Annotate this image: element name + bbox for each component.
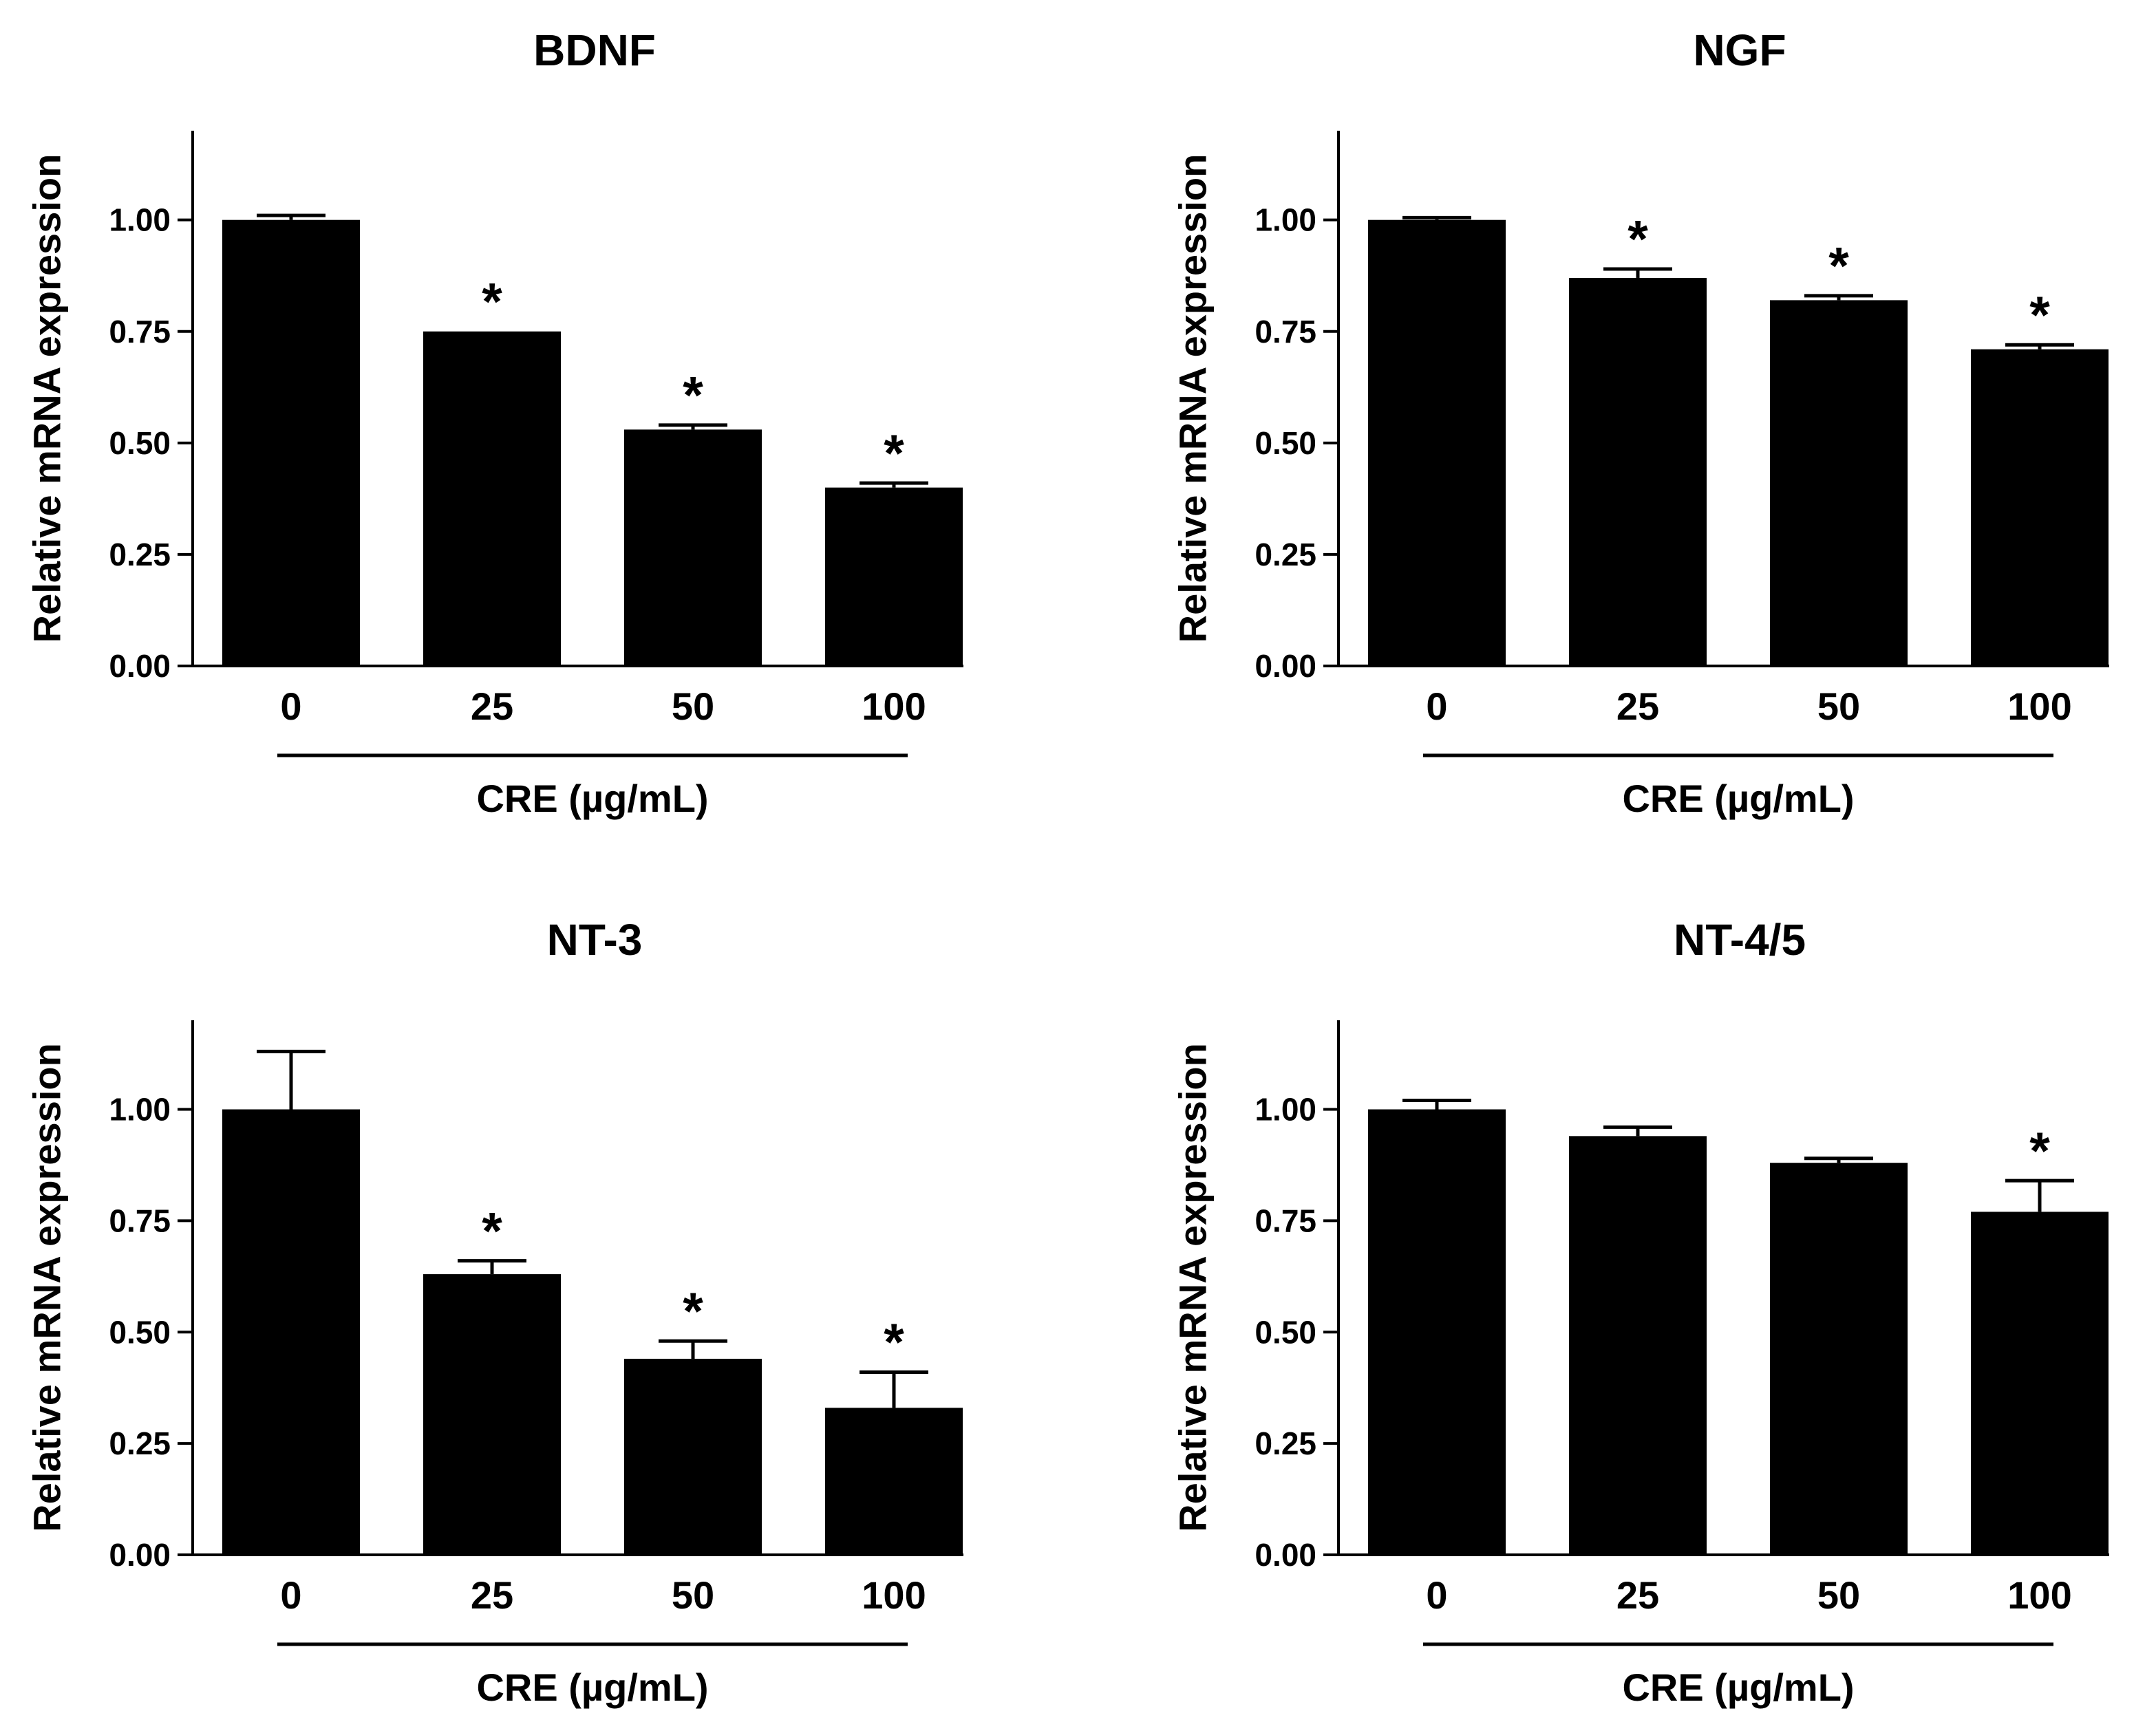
x-tick-label: 25 — [471, 1573, 513, 1617]
y-tick-label: 1.00 — [109, 202, 171, 238]
y-tick-label: 0.00 — [109, 1537, 171, 1573]
x-tick-label: 50 — [1817, 685, 1860, 728]
significance-marker: * — [2029, 286, 2050, 345]
chart-title: BDNF — [533, 25, 656, 75]
chart-title: NT-3 — [547, 915, 643, 965]
x-tick-label: 0 — [1426, 1573, 1447, 1617]
y-tick-label: 0.75 — [109, 1203, 171, 1238]
chart-title: NGF — [1693, 25, 1786, 75]
significance-marker: * — [683, 367, 703, 425]
y-tick-label: 1.00 — [1255, 202, 1316, 238]
y-tick-label: 0.25 — [109, 1425, 171, 1461]
chart-panel-1: NGF Relative mRNA expression 0.00 0.25 0.50 0… — [1171, 25, 2109, 820]
x-tick-label: 0 — [280, 1573, 301, 1617]
y-tick-label: 0.25 — [109, 537, 171, 572]
chart-panel-2: NT-3 Relative mRNA expression 0.00 0.25 0.50… — [25, 915, 963, 1709]
significance-marker: * — [2029, 1122, 2050, 1181]
x-tick-label: 100 — [862, 1573, 926, 1617]
bar-50 — [624, 429, 762, 666]
chart-panel-0: BDNF Relative mRNA expression 0.00 0.25 0.50… — [25, 25, 963, 820]
significance-marker: * — [884, 424, 904, 483]
significance-marker: * — [1627, 211, 1648, 269]
bar-50 — [624, 1359, 762, 1555]
y-tick-label: 0.75 — [1255, 1203, 1316, 1238]
chart-title: NT-4/5 — [1674, 915, 1806, 965]
significance-marker: * — [482, 1202, 502, 1260]
bar-0 — [1368, 1109, 1506, 1555]
x-tick-label: 50 — [672, 685, 714, 728]
y-tick-label: 0.50 — [109, 1314, 171, 1350]
x-tick-label: 100 — [2007, 685, 2071, 728]
x-axis-label: CRE (µg/mL) — [1622, 1666, 1854, 1709]
bar-100 — [1971, 1212, 2109, 1555]
bar-50 — [1770, 300, 1908, 666]
y-axis-label: Relative mRNA expression — [25, 1043, 69, 1532]
y-tick-label: 0.25 — [1255, 1425, 1316, 1461]
x-tick-label: 50 — [1817, 1573, 1860, 1617]
bar-0 — [222, 1109, 360, 1555]
bar-50 — [1770, 1163, 1908, 1555]
y-tick-label: 0.75 — [1255, 314, 1316, 349]
y-tick-label: 0.50 — [109, 425, 171, 461]
x-axis-label: CRE (µg/mL) — [476, 1666, 708, 1709]
y-tick-label: 1.00 — [1255, 1092, 1316, 1128]
x-tick-label: 25 — [1616, 685, 1659, 728]
x-tick-label: 50 — [672, 1573, 714, 1617]
y-axis-label: Relative mRNA expression — [1171, 154, 1215, 643]
bar-100 — [1971, 349, 2109, 666]
x-tick-label: 0 — [1426, 685, 1447, 728]
bar-25 — [423, 1274, 561, 1555]
y-tick-label: 0.50 — [1255, 425, 1316, 461]
bar-100 — [825, 487, 963, 666]
significance-marker: * — [1828, 237, 1849, 296]
x-axis-label: CRE (µg/mL) — [1622, 777, 1854, 820]
y-tick-label: 1.00 — [109, 1092, 171, 1128]
bar-0 — [1368, 219, 1506, 667]
y-tick-label: 0.00 — [1255, 648, 1316, 684]
bar-25 — [423, 331, 561, 666]
y-tick-label: 0.75 — [109, 314, 171, 349]
bar-100 — [825, 1408, 963, 1555]
significance-marker: * — [482, 272, 502, 331]
bar-25 — [1569, 277, 1707, 666]
bar-25 — [1569, 1136, 1707, 1555]
y-tick-label: 0.25 — [1255, 537, 1316, 572]
x-axis-label: CRE (µg/mL) — [476, 777, 708, 820]
significance-marker: * — [884, 1313, 904, 1372]
bar-0 — [222, 219, 360, 667]
x-tick-label: 100 — [862, 685, 926, 728]
significance-marker: * — [683, 1282, 703, 1341]
y-tick-label: 0.00 — [109, 648, 171, 684]
x-tick-label: 100 — [2007, 1573, 2071, 1617]
x-tick-label: 25 — [471, 685, 513, 728]
y-tick-label: 0.50 — [1255, 1314, 1316, 1350]
chart-panel-3: NT-4/5 Relative mRNA expression 0.00 0.25 0.… — [1171, 915, 2109, 1709]
y-axis-label: Relative mRNA expression — [1171, 1043, 1215, 1532]
y-tick-label: 0.00 — [1255, 1537, 1316, 1573]
x-tick-label: 0 — [280, 685, 301, 728]
y-axis-label: Relative mRNA expression — [25, 154, 69, 643]
x-tick-label: 25 — [1616, 1573, 1659, 1617]
